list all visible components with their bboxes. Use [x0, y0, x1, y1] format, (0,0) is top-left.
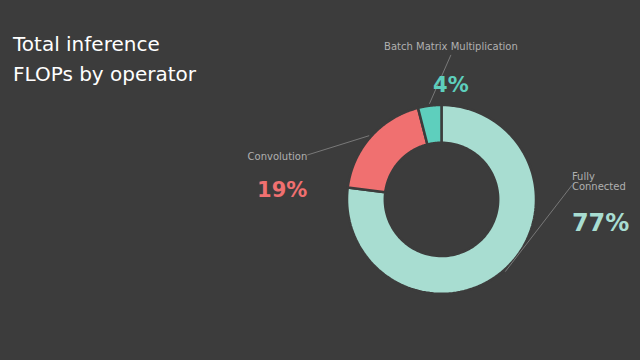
- svg-text:FullyConnected: FullyConnected: [572, 171, 626, 192]
- svg-text:19%: 19%: [257, 178, 307, 202]
- svg-text:4%: 4%: [433, 73, 469, 97]
- svg-text:Batch Matrix Multiplication: Batch Matrix Multiplication: [384, 41, 518, 52]
- html-text:Total inference FLOPs by opera: Total inference FLOPs by operator: [13, 32, 197, 86]
- svg-text:Convolution: Convolution: [248, 151, 308, 162]
- svg-text:77%: 77%: [572, 209, 629, 237]
